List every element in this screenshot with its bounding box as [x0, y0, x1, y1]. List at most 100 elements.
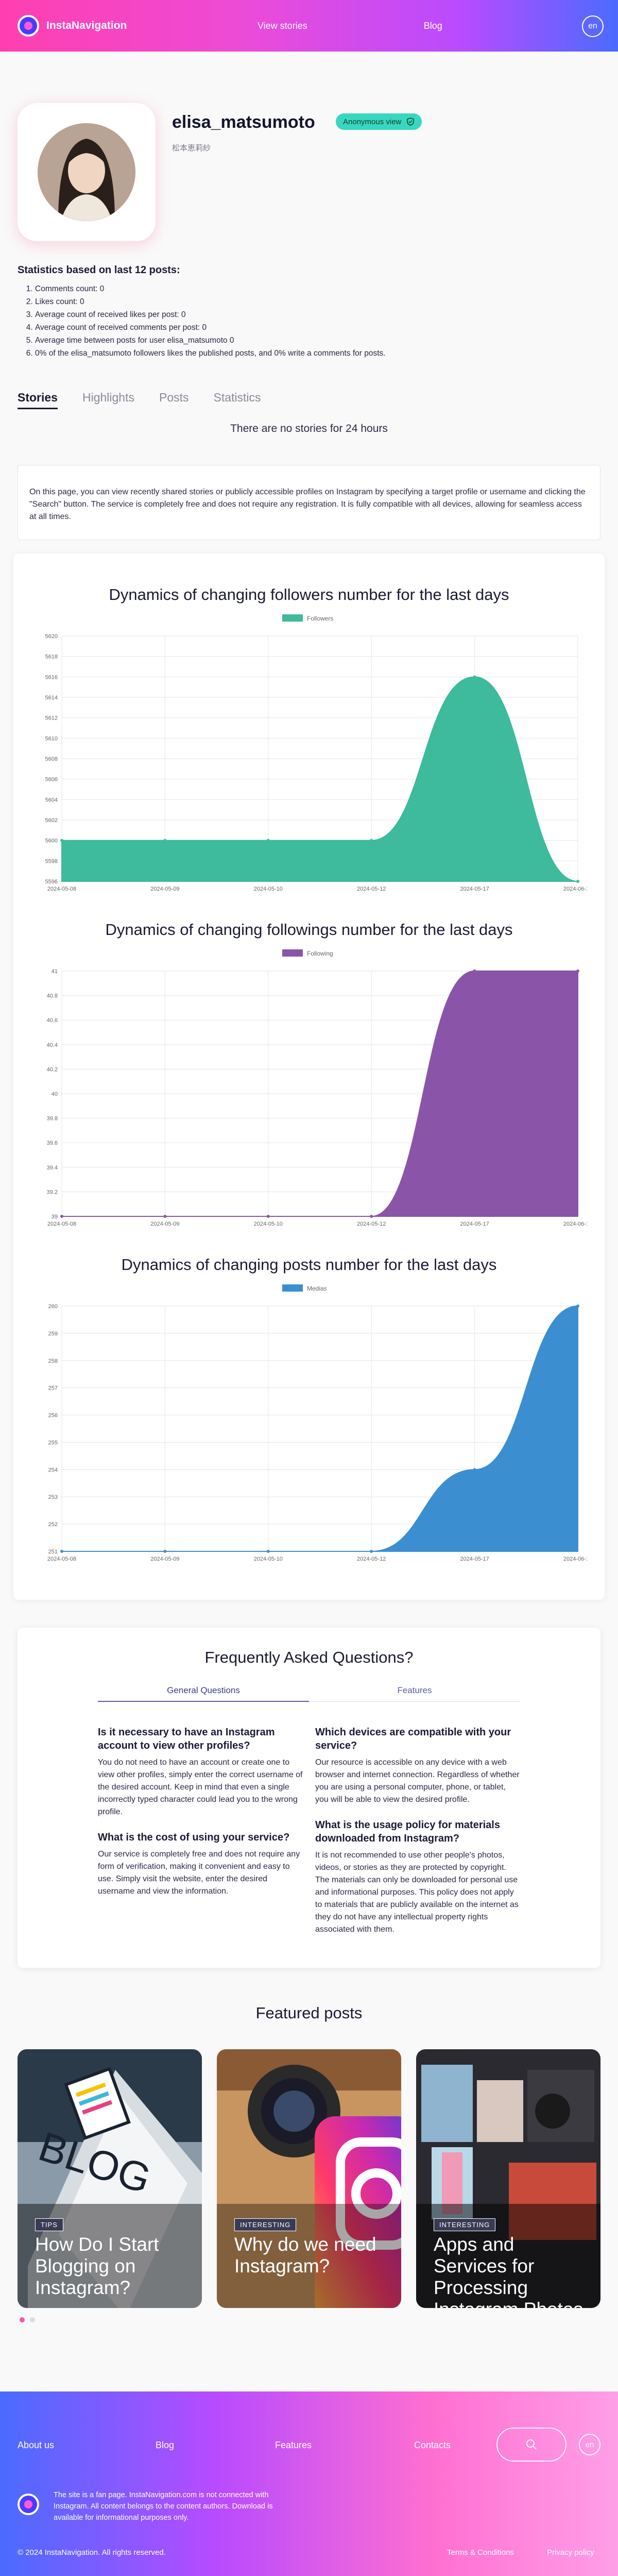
stats-item: Average count of received comments per p…: [35, 321, 386, 334]
y-tick-label: 257: [48, 1385, 58, 1392]
x-tick-label: 2024-05-12: [357, 886, 386, 892]
stats-item: 0% of the elisa_matsumoto followers like…: [35, 347, 386, 360]
data-point: [163, 1215, 167, 1218]
footer-nav-features[interactable]: Features: [275, 2440, 312, 2450]
x-tick-label: 2024-05-17: [460, 886, 489, 892]
data-point: [60, 1550, 63, 1553]
y-tick-label: 5604: [45, 797, 58, 803]
footer-nav-blog[interactable]: Blog: [156, 2440, 175, 2450]
y-tick-label: 41: [52, 968, 58, 975]
y-tick-label: 39.8: [47, 1116, 58, 1122]
y-tick-label: 5598: [45, 858, 58, 864]
chart-title: Dynamics of changing posts number for th…: [121, 1256, 497, 1274]
x-tick-label: 2024-05-08: [47, 886, 76, 892]
x-tick-label: 2024-05-08: [47, 1556, 76, 1562]
y-tick-label: 39.6: [47, 1140, 58, 1146]
data-point: [370, 1215, 373, 1218]
data-point: [60, 1215, 63, 1218]
y-tick-label: 5612: [45, 715, 58, 722]
chart-legend: Followers: [282, 614, 333, 622]
post-title: Apps and Services for Processing Instagr…: [434, 2234, 583, 2308]
y-tick-label: 5606: [45, 777, 58, 783]
tab-statistics[interactable]: Statistics: [213, 391, 261, 404]
tab-highlights[interactable]: Highlights: [82, 391, 134, 404]
y-tick-label: 40: [52, 1091, 58, 1097]
faq-question: What is the usage policy for materials d…: [315, 1819, 500, 1844]
footer-nav-about[interactable]: About us: [18, 2440, 55, 2450]
footer-logo-icon[interactable]: [18, 2494, 39, 2515]
faq-tab-features[interactable]: Features: [309, 1685, 520, 1702]
y-tick-label: 40.8: [47, 993, 58, 999]
nav-view-stories[interactable]: View stories: [258, 21, 307, 31]
faq-tabs: General Questions Features: [98, 1685, 520, 1702]
x-tick-label: 2024-05-09: [150, 1556, 179, 1562]
legend-label: Medias: [307, 1285, 327, 1292]
featured-post-card[interactable]: INTERESTING Apps and Services for Proces…: [416, 2049, 600, 2308]
tab-stories[interactable]: Stories: [18, 391, 58, 409]
logo[interactable]: InstaNavigation: [18, 15, 127, 37]
carousel-dots: [20, 2317, 35, 2322]
nav-blog[interactable]: Blog: [423, 21, 442, 31]
post-tag: TIPS: [35, 2218, 63, 2231]
y-tick-label: 39.2: [47, 1189, 58, 1195]
logo-icon: [18, 15, 39, 37]
featured-post-card[interactable]: INTERESTING Why do we need Instagram?: [217, 2049, 401, 2308]
top-nav: View stories Blog: [258, 21, 442, 31]
y-tick-label: 5610: [45, 735, 58, 742]
followers-chart-svg: Followers 5596 5598 5600 5602 5604 5606 5608 561…: [45, 614, 587, 892]
data-point: [473, 675, 476, 679]
carousel-dot[interactable]: [20, 2317, 25, 2322]
photo-collage-icon: [416, 2049, 600, 2308]
charts-card: Dynamics of changing followers number fo…: [13, 554, 605, 1600]
tab-posts[interactable]: Posts: [159, 391, 189, 404]
legend-label: Following: [307, 950, 333, 957]
data-point: [266, 839, 270, 842]
x-tick-label: 2024-05-10: [254, 886, 283, 892]
profile-tabs: Stories Highlights Posts Statistics: [18, 391, 261, 409]
data-point: [266, 1550, 270, 1553]
faq-answer: Our service is completely free and does …: [98, 1850, 300, 1896]
post-title: Why do we need Instagram?: [234, 2234, 376, 2277]
y-tick-label: 251: [48, 1549, 58, 1555]
footer-search-button[interactable]: [496, 2428, 566, 2462]
header: InstaNavigation View stories Blog en: [0, 0, 618, 52]
shield-icon: [407, 118, 415, 126]
footer-terms-link[interactable]: Terms & Conditions: [447, 2548, 514, 2557]
y-tick-label: 259: [48, 1331, 58, 1337]
x-tick-label: 2024-06-19: [563, 886, 587, 892]
x-tick-label: 2024-05-10: [254, 1556, 283, 1562]
faq-column-right: Which devices are compatible with your s…: [315, 1726, 521, 1948]
y-tick-label: 5618: [45, 654, 58, 660]
anonymous-view-badge[interactable]: Anonymous view: [336, 113, 422, 130]
y-tick-label: 40.4: [47, 1042, 58, 1048]
x-tick-label: 2024-06-19: [563, 1556, 587, 1562]
footer-nav-contacts[interactable]: Contacts: [414, 2440, 451, 2450]
x-tick-label: 2024-05-17: [460, 1221, 489, 1227]
legend-swatch: [282, 614, 303, 622]
data-point: [576, 1304, 579, 1308]
x-tick-label: 2024-05-17: [460, 1556, 489, 1562]
carousel-dot[interactable]: [30, 2317, 35, 2322]
faq-column-left: Is it necessary to have an Instagram acc…: [98, 1726, 304, 1910]
legend-swatch: [282, 1284, 303, 1292]
featured-title: Featured posts: [255, 2004, 363, 2022]
language-button[interactable]: en: [582, 15, 604, 37]
y-tick-label: 5608: [45, 756, 58, 762]
x-tick-label: 2024-05-10: [254, 1221, 283, 1227]
stats-list: Comments count: 0 Likes count: 0 Average…: [27, 282, 386, 360]
avatar: [38, 123, 135, 221]
footer-language-button[interactable]: en: [579, 2434, 600, 2455]
post-tag: INTERESTING: [234, 2218, 297, 2231]
followings-chart: Dynamics of changing followings number f…: [31, 921, 587, 1236]
y-tick-label: 253: [48, 1494, 58, 1500]
anonymous-view-label: Anonymous view: [343, 117, 402, 126]
data-point: [163, 1550, 167, 1553]
featured-post-card[interactable]: BLOG TIPS How Do I Start Blogging on Ins…: [18, 2049, 202, 2308]
footer-privacy-link[interactable]: Privacy policy: [547, 2548, 594, 2557]
x-tick-label: 2024-05-09: [150, 886, 179, 892]
stats-item: Average count of received likes per post…: [35, 308, 386, 321]
faq-tab-general[interactable]: General Questions: [98, 1685, 309, 1702]
data-point: [473, 969, 476, 973]
legend-swatch: [282, 949, 303, 957]
data-point: [266, 1215, 270, 1218]
